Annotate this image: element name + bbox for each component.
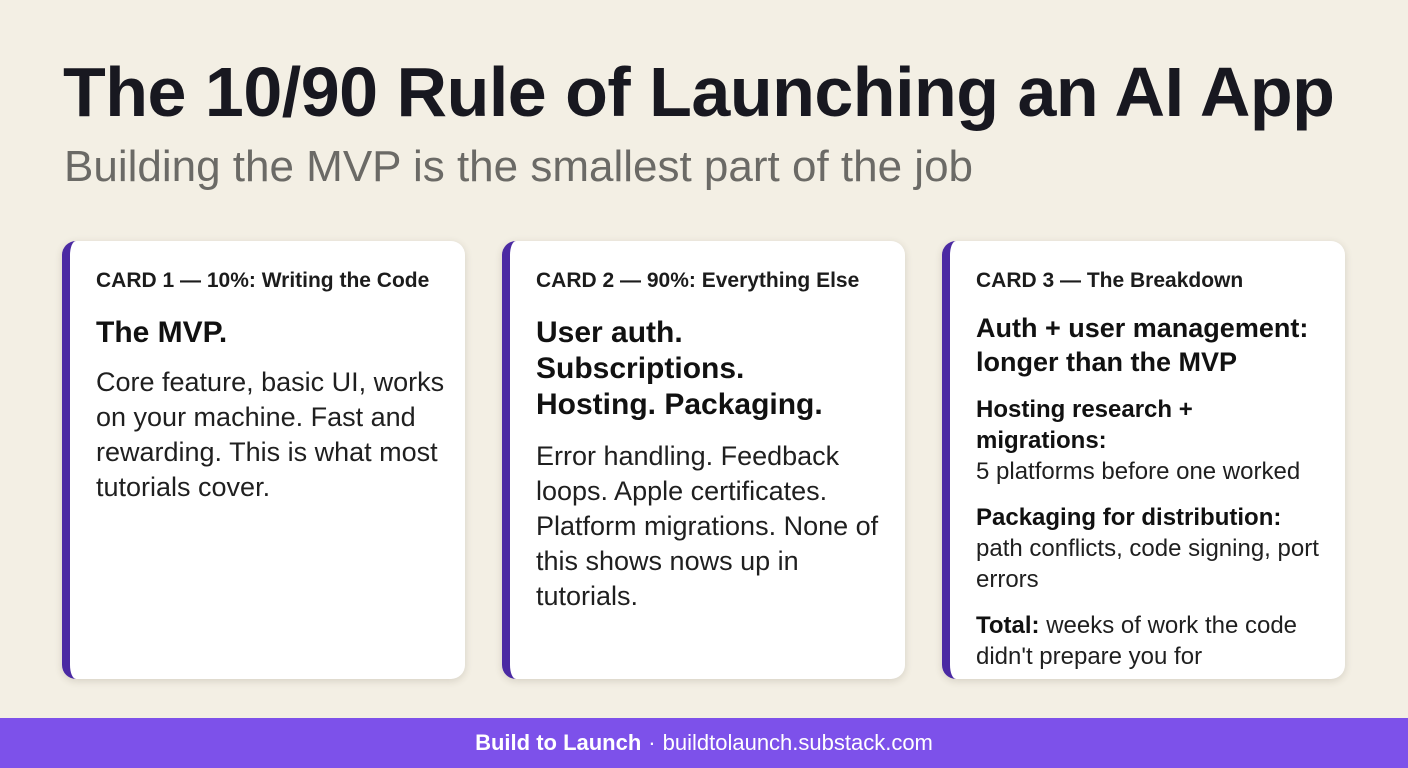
card-heading: Auth + user management: longer than the … (976, 313, 1309, 377)
breakdown-item-packaging: Packaging for distribution: path conflic… (976, 502, 1325, 595)
breakdown-item-title: Hosting research + migrations: (976, 396, 1193, 454)
card-heading: User auth. Subscriptions. Hosting. Packa… (536, 315, 885, 423)
breakdown-item-detail: 5 platforms before one worked (976, 458, 1301, 485)
card-label: CARD 1 — 10%: Writing the Code (96, 269, 430, 292)
card-label: CARD 2 — 90%: Everything Else (536, 269, 860, 292)
page-subtitle: Building the MVP is the smallest part of… (64, 142, 974, 191)
page-title: The 10/90 Rule of Launching an AI App (63, 53, 1335, 131)
card-body: Core feature, basic UI, works on your ma… (96, 367, 445, 502)
card-heading: The MVP. (96, 316, 228, 349)
breakdown-item-hosting: Hosting research + migrations: 5 platfor… (976, 394, 1325, 487)
breakdown-item-detail: path conflicts, code signing, port error… (976, 535, 1319, 593)
footer-url[interactable]: buildtolaunch.substack.com (662, 730, 933, 755)
footer-bar: Build to Launch · buildtolaunch.substack… (0, 718, 1408, 768)
breakdown-item-total: Total: weeks of work the code didn't pre… (976, 610, 1325, 672)
card-heading-line: Subscriptions. (536, 352, 745, 385)
card-heading-line: User auth. (536, 316, 683, 349)
breakdown-item-detail: weeks of work the code didn't prepare yo… (976, 612, 1298, 670)
card-10-percent: CARD 1 — 10%: Writing the Code The MVP. … (62, 241, 465, 679)
card-breakdown: CARD 3 — The Breakdown Auth + user manag… (942, 241, 1345, 679)
breakdown-item-title: Packaging for distribution: (976, 504, 1282, 531)
card-heading-line: Hosting. Packaging. (536, 388, 823, 421)
footer-brand: Build to Launch (475, 730, 642, 755)
footer-separator: · (648, 730, 656, 755)
card-90-percent: CARD 2 — 90%: Everything Else User auth.… (502, 241, 905, 679)
breakdown-item-title: Total: (976, 612, 1047, 639)
card-label: CARD 3 — The Breakdown (976, 269, 1244, 292)
card-body: Error handling. Feedback loops. Apple ce… (536, 441, 879, 611)
